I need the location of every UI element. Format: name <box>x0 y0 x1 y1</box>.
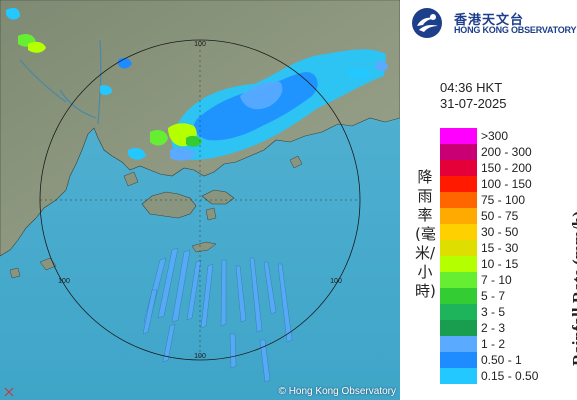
range-label-north: 100 <box>194 41 206 48</box>
rain-bands-south <box>142 247 293 383</box>
land-small-island-4 <box>9 267 21 279</box>
legend-label: 1 - 2 <box>481 337 506 351</box>
legend-swatch <box>440 208 477 224</box>
legend-label: 100 - 150 <box>481 177 532 191</box>
legend-swatch <box>440 368 477 384</box>
radar-map-canvas: 100 100 100 100 <box>0 0 400 400</box>
range-rings <box>39 39 361 361</box>
legend-swatch <box>440 272 477 288</box>
legend-swatch <box>440 144 477 160</box>
land-small-island-5 <box>289 155 303 169</box>
range-label-south: 100 <box>194 353 206 360</box>
river-pearl <box>19 39 102 125</box>
legend-swatch <box>440 192 477 208</box>
legend-swatch <box>440 160 477 176</box>
legend-label: 30 - 50 <box>481 225 519 239</box>
observation-date: 31-07-2025 <box>440 96 507 111</box>
legend-label: 7 - 10 <box>481 273 512 287</box>
legend-swatch <box>440 176 477 192</box>
legend-label: 0.15 - 0.50 <box>481 369 539 383</box>
land-hk-island <box>201 189 235 205</box>
land-lamma <box>205 207 217 221</box>
hko-logo[interactable]: 香港天文台 HONG KONG OBSERVATORY <box>410 6 577 40</box>
legend-label: 3 - 5 <box>481 305 506 319</box>
legend-swatch <box>440 256 477 272</box>
land-lantau <box>141 191 197 219</box>
legend-label: >300 <box>481 129 509 143</box>
range-label-east: 100 <box>330 278 342 285</box>
legend-panel: 香港天文台 HONG KONG OBSERVATORY 04:36 HKT 31… <box>400 0 577 400</box>
legend-label: 2 - 3 <box>481 321 506 335</box>
legend-label: 50 - 75 <box>481 209 519 223</box>
land-small-island-2 <box>123 171 139 187</box>
legend-label: 10 - 15 <box>481 257 519 271</box>
legend-swatch <box>440 128 477 144</box>
legend-swatch <box>440 352 477 368</box>
radar-site-marker <box>4 387 14 397</box>
legend-swatch <box>440 336 477 352</box>
legend-title-chinese: 降雨率(毫米/小時) <box>415 168 436 300</box>
legend-swatch <box>440 240 477 256</box>
radar-map[interactable]: 100 100 100 100 © Hong Kong Observatory <box>0 0 400 400</box>
land-small-island-1 <box>191 241 217 253</box>
copyright-notice: © Hong Kong Observatory <box>278 386 396 397</box>
legend-label: 75 - 100 <box>481 193 526 207</box>
legend-swatch <box>440 224 477 240</box>
legend-label: 150 - 200 <box>481 161 532 175</box>
legend-swatch <box>440 304 477 320</box>
logo-chinese-name: 香港天文台 <box>454 13 525 28</box>
rain-echoes <box>6 8 388 161</box>
observation-time: 04:36 HKT <box>440 80 503 95</box>
hko-emblem-icon <box>412 8 442 38</box>
legend-swatch <box>440 288 477 304</box>
logo-english-name: HONG KONG OBSERVATORY <box>454 25 577 35</box>
legend-label: 200 - 300 <box>481 145 532 159</box>
legend-label: 15 - 30 <box>481 241 519 255</box>
legend-label: 5 - 7 <box>481 289 506 303</box>
legend-swatch <box>440 320 477 336</box>
legend-label: 0.50 - 1 <box>481 353 522 367</box>
range-label-west: 100 <box>58 278 70 285</box>
legend-title-english: Rainfall Rate (mm/h) <box>569 211 577 366</box>
legend-title-english-box: Rainfall Rate (mm/h) <box>549 168 577 368</box>
